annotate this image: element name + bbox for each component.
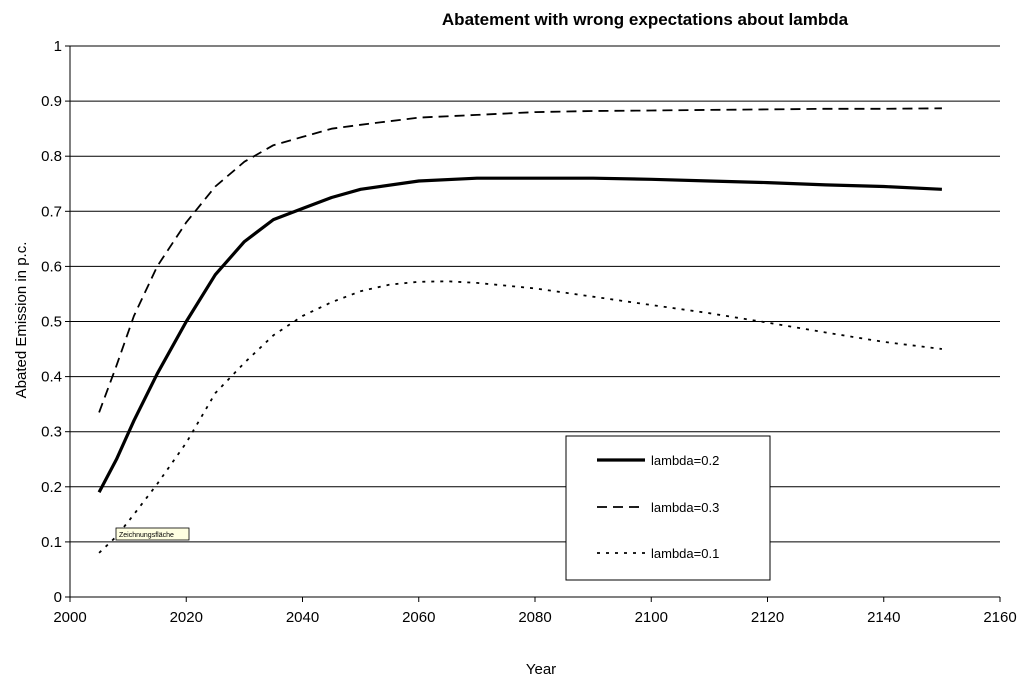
y-tick-label: 0.5 <box>41 314 62 331</box>
series-line-1 <box>97 176 942 494</box>
x-tick-label: 2060 <box>402 609 435 626</box>
legend-label-2: lambda=0.3 <box>651 500 719 515</box>
x-tick-label: 2020 <box>170 609 203 626</box>
x-tick-label: 2160 <box>983 609 1016 626</box>
y-tick-label: 0.9 <box>41 93 62 110</box>
x-tick-label: 2120 <box>751 609 784 626</box>
y-tick-label: 0.8 <box>41 148 62 165</box>
tooltip-box <box>115 527 190 541</box>
y-tick-label: 0.4 <box>41 369 62 386</box>
gridlines <box>70 45 1000 543</box>
legend-label-1: lambda=0.2 <box>651 453 719 468</box>
y-tick-label: 0.6 <box>41 258 62 275</box>
legend-label-3: lambda=0.1 <box>651 546 719 561</box>
y-tick-label: 0.2 <box>41 479 62 496</box>
y-tick-label: 0.3 <box>41 424 62 441</box>
x-tick-label: 2100 <box>635 609 668 626</box>
axes <box>65 45 1001 602</box>
y-tick-label: 0.1 <box>41 534 62 551</box>
x-tick-label: 2000 <box>53 609 86 626</box>
x-tick-label: 2140 <box>867 609 900 626</box>
legend: lambda=0.2 lambda=0.3 lambda=0.1 <box>565 435 771 581</box>
series-line-2 <box>98 107 942 413</box>
x-tick-label: 2040 <box>286 609 319 626</box>
tick-labels: 0 0.1 0.2 0.3 0.4 0.5 0.6 0.7 0.8 0.9 1 2000 2020 204… <box>41 38 1017 626</box>
chart-title: Abatement with wrong expectations about … <box>442 10 849 29</box>
x-tick-label: 2080 <box>518 609 551 626</box>
tooltip-label: Zeichnungsfläche <box>119 532 174 539</box>
series-line-3 <box>98 280 943 554</box>
plot-area-tooltip: Zeichnungsfläche <box>115 527 190 541</box>
series-lines <box>97 107 943 554</box>
y-tick-label: 0.7 <box>41 203 62 220</box>
y-tick-label: 0 <box>54 589 62 606</box>
y-axis-label: Abated Emission in p.c. <box>13 242 30 399</box>
y-tick-label: 1 <box>54 38 62 55</box>
x-axis-label: Year <box>526 661 556 678</box>
